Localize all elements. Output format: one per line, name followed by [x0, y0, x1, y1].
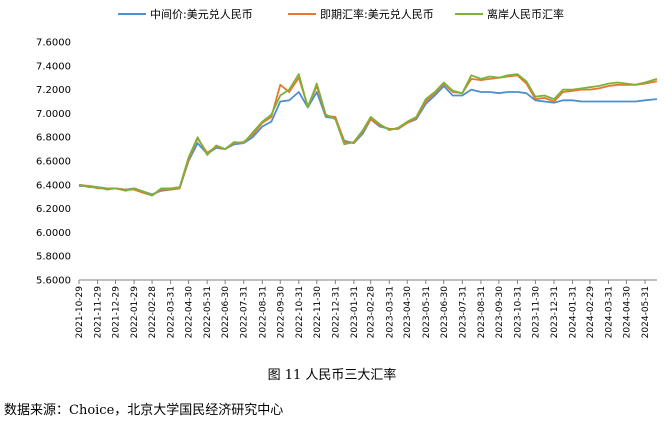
x-tick-label: 2022-03-31 — [167, 286, 177, 338]
y-tick-label: 7.4000 — [36, 61, 71, 72]
x-tick-label: 2023-04-30 — [403, 286, 413, 339]
exchange-rate-chart: 中间价:美元兑人民币 即期汇率:美元兑人民币 离岸人民币汇率 7.6000 7.400… — [36, 7, 658, 339]
y-tick-label: 7.0000 — [36, 109, 71, 120]
x-tick-label: 2022-07-31 — [240, 286, 250, 338]
x-tick-label: 2022-11-30 — [313, 286, 323, 339]
y-tick-label: 6.8000 — [36, 133, 71, 144]
x-tick-label: 2022-10-31 — [295, 286, 305, 338]
x-tick-label: 2023-11-30 — [531, 286, 541, 339]
x-tick-label: 2022-12-31 — [331, 286, 341, 338]
x-tick-label: 2021-11-29 — [94, 286, 104, 339]
legend: 中间价:美元兑人民币 即期汇率:美元兑人民币 离岸人民币汇率 — [118, 7, 564, 21]
series-lines — [78, 73, 658, 197]
x-tick-label: 2023-02-28 — [367, 286, 377, 339]
legend-label: 离岸人民币汇率 — [487, 7, 564, 21]
figure-caption: 图 11 人民币三大汇率 — [267, 368, 397, 383]
series-line-3 — [78, 73, 658, 197]
x-tick-label: 2022-01-29 — [130, 286, 140, 339]
y-tick-label: 6.0000 — [36, 228, 71, 239]
data-source-note: 数据来源：Choice，北京大学国民经济研究中心 — [4, 403, 284, 418]
x-tick-label: 2022-02-28 — [148, 286, 158, 339]
series-line-2 — [78, 74, 658, 197]
x-tick-label: 2022-09-30 — [276, 286, 286, 339]
legend-label: 即期汇率:美元兑人民币 — [320, 7, 434, 21]
legend-label: 中间价:美元兑人民币 — [150, 7, 253, 21]
x-tick-label: 2023-03-31 — [385, 286, 395, 338]
x-tick-label: 2024-01-31 — [569, 286, 579, 338]
x-tick-label: 2022-06-30 — [221, 286, 231, 339]
x-tick-label: 2023-12-31 — [550, 286, 560, 338]
x-tick-label: 2022-04-30 — [185, 286, 195, 339]
y-tick-label: 7.2000 — [36, 85, 71, 96]
x-tick-label: 2022-05-31 — [203, 286, 213, 338]
series-line-1 — [79, 85, 658, 196]
y-tick-label: 6.4000 — [36, 180, 71, 191]
x-tick-label: 2023-08-31 — [477, 286, 487, 338]
x-tick-label: 2023-10-31 — [513, 286, 523, 338]
x-tick-label: 2023-01-31 — [350, 286, 360, 338]
x-tick-label: 2024-02-29 — [586, 286, 596, 339]
x-tick-label: 2021-12-29 — [112, 286, 122, 339]
x-tick-label: 2024-03-31 — [604, 286, 614, 338]
x-tick-label: 2023-07-31 — [458, 286, 468, 338]
x-tick-label: 2022-08-31 — [258, 286, 268, 338]
axes: 7.6000 7.4000 7.2000 7.0000 6.8000 6.6000 6.40… — [36, 38, 657, 339]
y-tick-label: 5.6000 — [36, 276, 71, 287]
x-tick-label: 2023-05-31 — [422, 286, 432, 338]
x-tick-label: 2024-05-31 — [641, 286, 651, 338]
x-tick-label: 2024-04-30 — [622, 286, 632, 339]
x-tick-label: 2023-09-30 — [495, 286, 505, 339]
y-tick-label: 6.2000 — [36, 204, 71, 215]
x-tick-label: 2023-06-30 — [440, 286, 450, 339]
y-tick-label: 7.6000 — [36, 38, 71, 49]
y-tick-label: 5.8000 — [36, 252, 71, 263]
x-tick-label: 2021-10-29 — [75, 286, 85, 339]
y-tick-label: 6.6000 — [36, 157, 71, 168]
